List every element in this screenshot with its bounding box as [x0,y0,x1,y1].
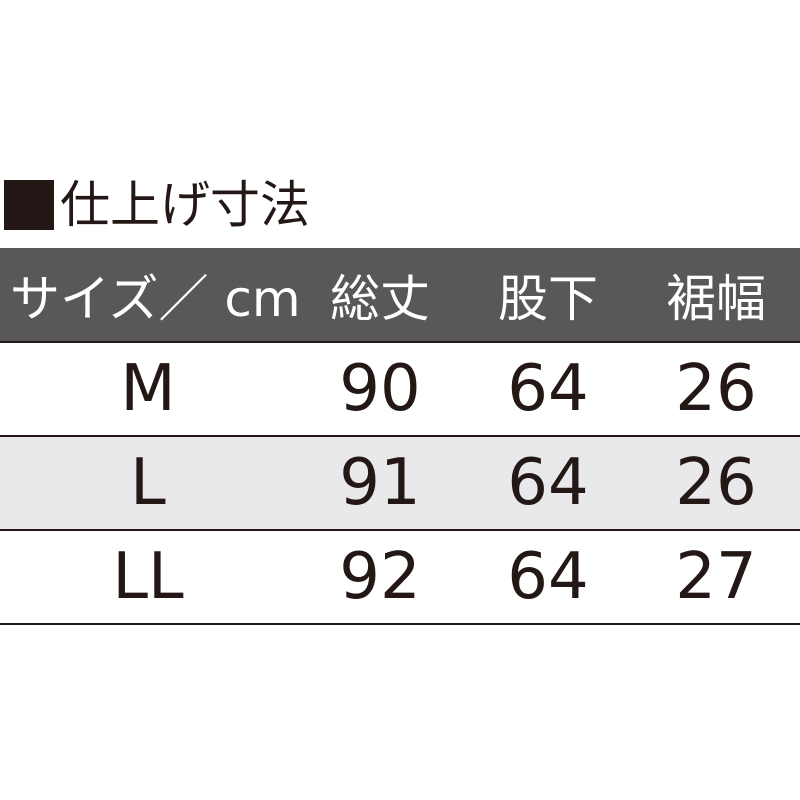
table-row: M 90 64 26 [0,343,800,437]
length-cell: 92 [339,540,421,614]
size-cell: M [120,352,176,426]
hem-cell: 26 [675,352,757,426]
title-text: 仕上げ寸法 [60,176,310,234]
header-size: サイズ／ cm [10,269,301,328]
section-title: 仕上げ寸法 [4,172,310,238]
length-cell: 90 [339,352,421,426]
size-cell: LL [112,540,184,614]
inseam-cell: 64 [507,352,589,426]
length-cell: 91 [339,446,421,520]
table-row: L 91 64 26 [0,437,800,531]
inseam-cell: 64 [507,540,589,614]
table-row: LL 92 64 27 [0,531,800,625]
table-header: サイズ／ cm 総丈 股下 裾幅 [0,248,800,343]
header-hem-width: 裾幅 [666,269,766,328]
size-cell: L [130,446,166,520]
square-bullet-icon [4,180,54,230]
header-inseam: 股下 [498,269,598,328]
hem-cell: 27 [675,540,757,614]
inseam-cell: 64 [507,446,589,520]
header-length: 総丈 [330,269,430,328]
hem-cell: 26 [675,446,757,520]
